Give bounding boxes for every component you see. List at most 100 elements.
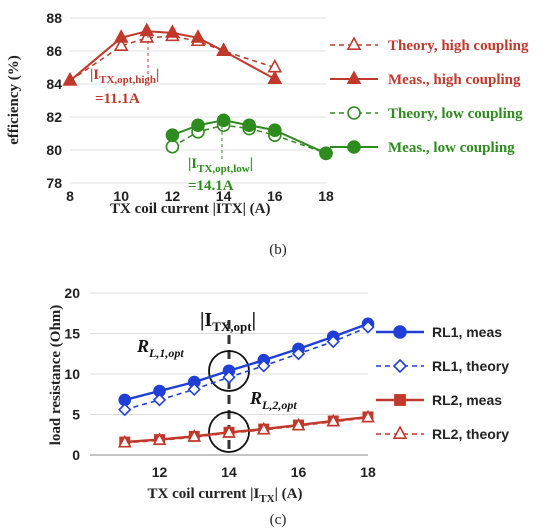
b-legend-label: Theory, high coupling (388, 38, 529, 54)
c-data-point (222, 370, 236, 384)
c-series-line (124, 415, 369, 444)
c-legend-entry: RL1, theory (376, 358, 509, 374)
b-legend-entry: Theory, low coupling (330, 106, 523, 122)
c-legend-marker (393, 325, 407, 339)
b-legend-entry: Theory, high coupling (330, 36, 529, 54)
c-legend-entry: RL2, meas (376, 392, 502, 408)
b-x-tick-label: 14 (216, 188, 232, 204)
itx-opt-label: |ITX,opt| (200, 309, 256, 334)
c-y-tick-label: 15 (64, 326, 80, 342)
c-data-point (361, 320, 375, 334)
c-series-line (124, 416, 369, 444)
b-y-tick-label: 88 (46, 10, 62, 26)
rl2-opt-circle (208, 411, 250, 453)
b-legend-marker (347, 106, 361, 120)
c-y-tick-label: 20 (64, 285, 80, 301)
b-legend-label: Meas., high coupling (388, 72, 521, 88)
load-resistance-chart: 0 5 10 15 20 12 14 16 18 |ITX,opt| RL,1,opt RL,2… (48, 285, 509, 528)
b-data-point (139, 22, 155, 37)
c-series-line (124, 326, 369, 411)
c-legend-label: RL1, meas (432, 324, 502, 340)
b-series-1 (62, 22, 283, 86)
c-legend-entry: RL1, meas (376, 324, 502, 340)
c-y-tick-label: 5 (72, 407, 80, 423)
b-legend-label: Theory, low coupling (388, 106, 523, 122)
c-y-tick-label: 0 (72, 447, 80, 463)
low-opt-value: =14.1A (188, 178, 234, 194)
b-legend-marker (346, 70, 362, 84)
b-legend-marker (347, 140, 361, 154)
b-y-axis-label: efficiency (%) (6, 55, 22, 145)
c-data-point (256, 421, 271, 435)
c-x-axis-label: TX coil current |ITX| (A) (148, 486, 303, 505)
c-y-axis-label: load resistance (Ohm) (48, 305, 64, 446)
b-data-point (62, 72, 78, 86)
b-data-point (190, 29, 206, 43)
b-x-tick-label: 18 (318, 188, 334, 204)
c-data-point (291, 347, 306, 361)
rl1-opt-label: RL,1,opt (136, 336, 184, 360)
b-data-point (216, 42, 231, 56)
b-data-point (191, 118, 205, 133)
b-data-point (267, 70, 283, 84)
c-legend-marker (394, 394, 406, 406)
c-data-point (361, 409, 375, 423)
b-y-tick-label: 84 (46, 76, 62, 92)
c-data-point (152, 432, 167, 446)
b-data-point (216, 113, 231, 128)
b-y-tick-label: 86 (46, 43, 62, 59)
high-opt-value: =11.1A (95, 91, 140, 107)
c-data-point (257, 359, 271, 373)
c-data-point (117, 434, 132, 448)
b-data-point (165, 139, 180, 154)
c-legend-marker (392, 358, 408, 374)
c-x-tick-label: 14 (221, 464, 237, 480)
c-data-point (326, 413, 341, 427)
b-y-tick-label: 82 (46, 109, 62, 125)
b-x-tick-label: 12 (165, 188, 181, 204)
low-opt-label: |ITX,opt,low| (188, 156, 253, 175)
c-data-point (118, 403, 132, 417)
b-legend-marker (346, 36, 362, 50)
c-data-point (222, 425, 236, 438)
b-x-tick-label: 10 (113, 188, 129, 204)
c-series-1 (118, 320, 375, 417)
c-legend-label: RL1, theory (432, 358, 509, 374)
b-data-point (165, 24, 180, 38)
panel-label-b: (b) (269, 242, 287, 258)
c-legend-label: RL2, theory (432, 426, 509, 442)
b-data-point (242, 118, 256, 133)
c-data-point (152, 393, 167, 407)
c-legend-label: RL2, meas (432, 392, 502, 408)
rl2-opt-label: RL,2,opt (249, 388, 297, 412)
b-data-point (113, 37, 129, 51)
c-data-point (291, 417, 306, 431)
b-data-point (319, 146, 333, 161)
b-legend-entry: Meas., high coupling (330, 70, 521, 88)
panel-label-c: (c) (270, 512, 287, 528)
c-series-3 (117, 409, 375, 448)
c-legend-entry: RL2, theory (376, 425, 509, 442)
high-opt-label: |ITX,opt,high| (90, 67, 159, 86)
b-x-tick-label: 8 (66, 188, 74, 204)
c-y-tick-label: 10 (64, 366, 80, 382)
b-y-tick-label: 78 (46, 175, 62, 191)
b-y-tick-label: 80 (46, 142, 62, 158)
c-x-tick-label: 18 (360, 464, 376, 480)
b-series-3 (165, 113, 333, 161)
b-x-axis-label: TX coil current |ITX| (A) (110, 201, 270, 217)
b-x-tick-label: 16 (267, 188, 283, 204)
c-data-point (187, 382, 201, 397)
b-data-point (113, 29, 129, 43)
c-legend-marker (392, 425, 408, 439)
b-legend-label: Meas., low coupling (388, 140, 515, 156)
b-series-line (172, 124, 327, 155)
b-legend-entry: Meas., low coupling (330, 140, 515, 156)
b-data-point (139, 29, 155, 43)
b-data-point (267, 123, 282, 137)
c-data-point (187, 429, 202, 442)
c-data-point (326, 334, 340, 349)
b-data-point (165, 128, 180, 142)
